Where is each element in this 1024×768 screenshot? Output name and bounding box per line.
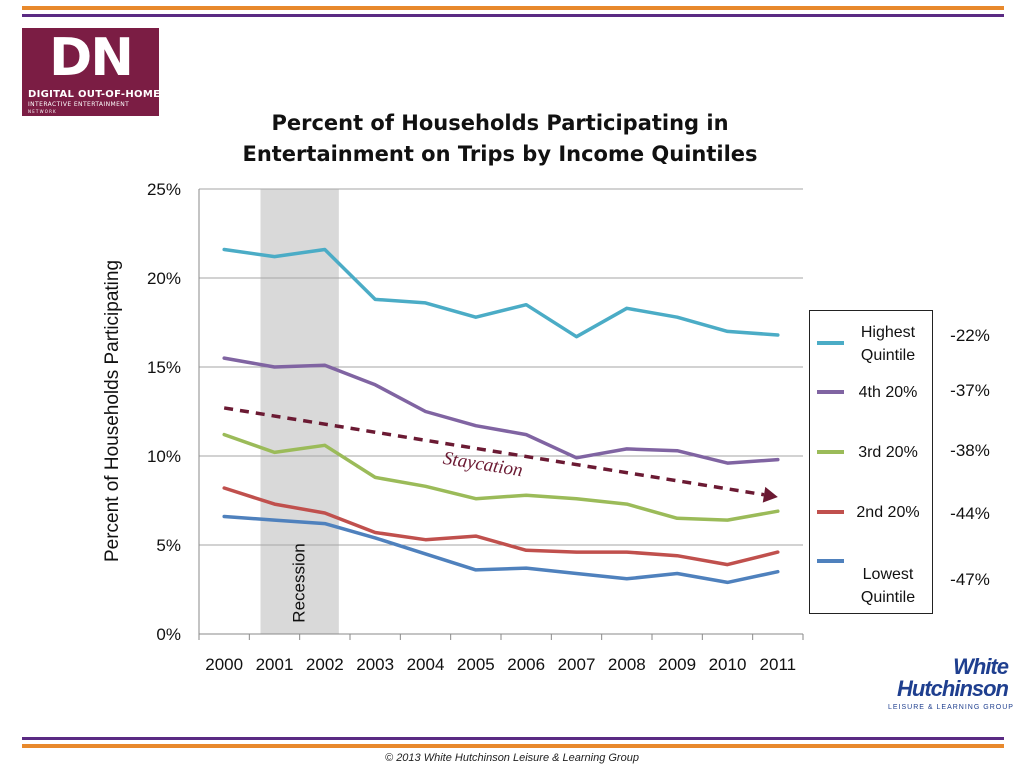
x-tick-label: 2008: [608, 655, 646, 674]
recession-band: [260, 189, 339, 634]
legend-label-third: 3rd 20%: [858, 444, 918, 461]
series-line-fourth: [222, 356, 780, 465]
x-tick-label: 2007: [558, 655, 596, 674]
legend-label-highest: Highest Quintile: [860, 324, 916, 364]
series-line-second: [222, 486, 780, 567]
chart-title-line-2: Entertainment on Trips by Income Quintil…: [242, 142, 758, 166]
change-second: -44%: [950, 504, 990, 523]
x-tick-label: 2006: [507, 655, 545, 674]
x-tick-label: 2000: [205, 655, 243, 674]
x-tick-label: 2002: [306, 655, 344, 674]
y-tick-label: 20%: [147, 269, 181, 288]
whg-logo-line-2: Hutchinson: [897, 676, 1009, 701]
bottom-orange-rule: [22, 744, 1004, 748]
x-tick-label: 2003: [356, 655, 394, 674]
x-tick-label: 2004: [407, 655, 445, 674]
y-tick-label: 5%: [156, 536, 181, 555]
trend-arrow-line: [223, 406, 765, 497]
change-fourth: -37%: [950, 381, 990, 400]
series-line-third: [222, 432, 780, 522]
legend-swatch-highest: [817, 341, 844, 345]
whg-logo-line-3: LEISURE & LEARNING GROUP: [888, 704, 1014, 711]
logo-line-1: DIGITAL OUT-OF-HOME: [28, 89, 161, 100]
whg-logo-line-1: White: [953, 654, 1009, 679]
chart-title-line-1: Percent of Households Participating in: [271, 111, 729, 135]
logo-mark: DN: [49, 28, 134, 88]
y-tick-label: 10%: [147, 447, 181, 466]
chart-title: Percent of Households Participating in E…: [200, 108, 800, 170]
legend-swatch-second: [817, 510, 844, 514]
x-tick-label: 2010: [709, 655, 747, 674]
change-third: -38%: [950, 441, 990, 460]
legend-swatch-third: [817, 450, 844, 454]
legend-swatch-fourth: [817, 390, 844, 394]
dn-logo: DN DIGITAL OUT-OF-HOME INTERACTIVE ENTER…: [22, 28, 161, 118]
y-tick-label: 25%: [147, 180, 181, 199]
logo-background: [22, 28, 159, 116]
bottom-purple-rule: [22, 737, 1004, 740]
legend-label-fourth: 4th 20%: [858, 384, 918, 401]
change-lowest: -47%: [950, 570, 990, 589]
series-line-highest: [222, 247, 780, 339]
legend-label-lowest: Lowest Quintile: [860, 566, 916, 606]
change-highest: -22%: [950, 326, 990, 345]
white-hutchinson-logo: White Hutchinson LEISURE & LEARNING GROU…: [860, 652, 1020, 730]
legend: Highest Quintile 4th 20% 3rd 20% 2nd 20%…: [809, 310, 933, 614]
x-tick-label: 2011: [760, 655, 797, 674]
legend-swatch-lowest: [817, 559, 844, 563]
x-tick-label: 2005: [457, 655, 495, 674]
trend-arrow-head: [762, 486, 778, 503]
top-orange-rule: [22, 6, 1004, 10]
legend-label-second: 2nd 20%: [856, 504, 920, 521]
y-tick-label: 0%: [156, 625, 181, 644]
x-tick-label: 2001: [256, 655, 294, 674]
y-axis-title: Percent of Households Participating: [102, 260, 123, 562]
y-tick-label: 15%: [147, 358, 181, 377]
recession-label: Recession: [290, 543, 309, 622]
logo-line-2: INTERACTIVE ENTERTAINMENT: [28, 101, 130, 108]
series-line-lowest: [222, 514, 780, 585]
top-purple-rule: [22, 14, 1004, 17]
logo-line-3: NETWORK: [28, 109, 57, 114]
copyright-footer: © 2013 White Hutchinson Leisure & Learni…: [385, 752, 639, 764]
x-tick-label: 2009: [658, 655, 696, 674]
